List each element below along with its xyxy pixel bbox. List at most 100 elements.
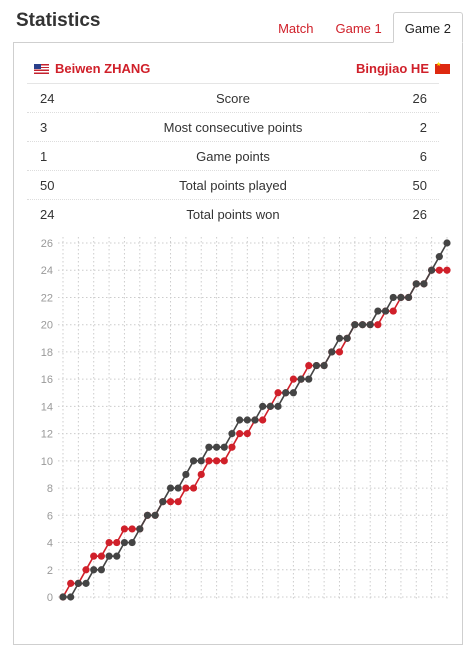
stat-left-value: 50 — [27, 170, 97, 200]
data-point — [197, 457, 205, 465]
data-point — [266, 402, 274, 410]
data-point — [320, 361, 328, 370]
page-title: Statistics — [16, 10, 101, 31]
data-point — [90, 552, 98, 560]
data-point — [282, 389, 290, 397]
data-point — [197, 470, 205, 479]
data-point — [243, 430, 251, 438]
data-point — [389, 307, 397, 315]
data-point — [120, 525, 129, 533]
data-point — [389, 293, 397, 302]
data-point — [305, 375, 313, 383]
y-tick-label: 26 — [41, 238, 53, 250]
data-point — [143, 511, 152, 519]
stat-label: Most consecutive points — [97, 112, 369, 142]
data-point — [312, 361, 321, 370]
stat-right-value: 26 — [369, 199, 439, 229]
stat-label: Total points won — [97, 199, 369, 229]
y-tick-label: 24 — [41, 265, 53, 277]
right-player-name: Bingjiao HE — [356, 61, 429, 76]
tab-game-1[interactable]: Game 1 — [335, 21, 382, 36]
data-point — [259, 416, 267, 424]
stat-right-value: 6 — [369, 141, 439, 171]
stat-right-value: 2 — [369, 112, 439, 142]
stats-table: 24 Score 26 3 Most consecutive points 2 1 Game … — [27, 83, 439, 229]
data-point — [428, 266, 436, 274]
data-point — [305, 361, 313, 370]
data-point — [243, 416, 251, 424]
stats-row: 3 Most consecutive points 2 — [27, 112, 439, 142]
tab-match[interactable]: Match — [278, 21, 314, 36]
data-point — [289, 389, 297, 397]
data-point — [228, 430, 236, 438]
data-point — [113, 552, 121, 560]
y-tick-label: 12 — [41, 429, 53, 441]
data-point — [159, 498, 167, 506]
data-point — [228, 443, 236, 451]
data-point — [113, 538, 121, 547]
data-point — [259, 402, 267, 410]
data-point — [166, 484, 175, 492]
data-point — [412, 280, 420, 288]
data-point — [335, 334, 344, 342]
data-point — [374, 307, 382, 315]
stat-left-value: 1 — [27, 141, 97, 171]
y-tick-label: 20 — [41, 320, 53, 332]
stat-label: Total points played — [97, 170, 369, 200]
data-point — [297, 375, 305, 383]
y-tick-label: 6 — [47, 510, 53, 522]
data-point — [236, 430, 244, 438]
data-point — [105, 538, 113, 547]
y-tick-label: 2 — [47, 565, 53, 577]
data-point — [205, 457, 213, 465]
data-point — [205, 443, 213, 451]
data-point — [443, 239, 451, 247]
players-header: Beiwen ZHANG Bingjiao HE — [34, 61, 450, 76]
data-point — [174, 498, 182, 506]
data-point — [151, 511, 159, 519]
data-point — [128, 525, 136, 533]
data-point — [351, 321, 359, 329]
statistics-panel: Beiwen ZHANG Bingjiao HE 24Score263Most … — [13, 42, 463, 645]
chart-grid — [58, 237, 448, 601]
right-player: Bingjiao HE — [356, 61, 450, 76]
data-point — [213, 457, 221, 465]
stats-row: 50 Total points played 50 — [27, 170, 439, 200]
left-player-name: Beiwen ZHANG — [55, 61, 151, 76]
data-point — [289, 375, 297, 383]
game-tabs: Match Game 1 Game 2 — [267, 12, 463, 43]
data-point — [67, 593, 75, 601]
y-tick-label: 14 — [41, 401, 53, 413]
y-tick-label: 10 — [41, 456, 53, 468]
stat-left-value: 24 — [27, 199, 97, 229]
data-point — [182, 484, 190, 492]
data-point — [366, 321, 374, 329]
y-tick-label: 8 — [47, 483, 53, 495]
data-point — [358, 321, 367, 329]
stats-row: 1 Game points 6 — [27, 141, 439, 171]
data-point — [381, 307, 390, 315]
data-point — [220, 443, 228, 451]
data-point — [236, 416, 244, 424]
y-tick-label: 16 — [41, 374, 53, 386]
stat-left-value: 3 — [27, 112, 97, 142]
data-point — [128, 538, 136, 547]
data-point — [90, 566, 98, 574]
data-point — [182, 470, 190, 479]
data-point — [174, 484, 182, 492]
y-tick-label: 18 — [41, 347, 53, 359]
data-point — [67, 579, 75, 587]
data-point — [82, 579, 90, 587]
data-point — [435, 266, 443, 274]
stats-row: 24 Total points won 26 — [27, 199, 439, 229]
data-point — [343, 334, 351, 342]
stat-right-value: 26 — [369, 83, 439, 113]
data-point — [443, 266, 451, 274]
data-point — [251, 416, 259, 424]
data-point — [397, 293, 405, 302]
data-point — [435, 253, 443, 261]
data-point — [136, 525, 144, 533]
tab-game-2[interactable]: Game 2 — [392, 12, 463, 43]
data-point — [82, 566, 90, 574]
